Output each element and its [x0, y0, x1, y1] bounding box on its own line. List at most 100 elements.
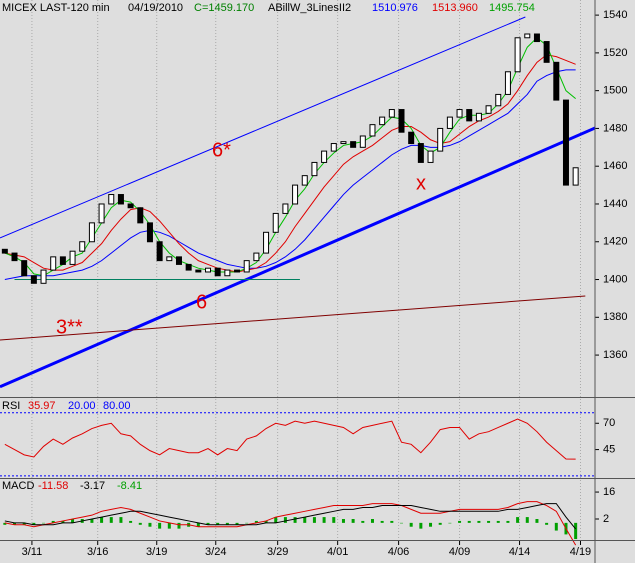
- candle: [562, 99, 569, 186]
- candle: [543, 41, 550, 63]
- histogram-bar: [177, 522, 181, 529]
- candle: [156, 241, 163, 262]
- x-tick-label: 3/16: [87, 546, 108, 558]
- candle: [388, 109, 395, 118]
- candle: [30, 275, 37, 284]
- candle: [495, 93, 502, 107]
- x-tick-label: 4/01: [327, 546, 348, 558]
- candle: [359, 135, 366, 148]
- histogram-bar: [109, 517, 113, 523]
- histogram-bar: [341, 519, 345, 523]
- annotation: 6: [196, 291, 207, 313]
- y-tick-label: 45: [603, 443, 615, 455]
- candle: [282, 203, 289, 214]
- histogram-bar: [312, 517, 316, 523]
- candle: [466, 109, 473, 122]
- candle: [446, 116, 453, 129]
- candle: [175, 256, 182, 265]
- candle: [408, 131, 415, 145]
- histogram-bar: [90, 519, 94, 523]
- candle: [88, 222, 95, 243]
- y-tick-label: 1480: [603, 122, 627, 134]
- candle: [40, 269, 47, 284]
- candle: [137, 207, 144, 224]
- x-tick-label: 4/14: [509, 546, 530, 558]
- histogram-bar: [51, 520, 55, 523]
- level-label: 80.00: [103, 400, 131, 412]
- legend-value: -11.58: [38, 480, 68, 492]
- series-line: [4, 501, 577, 546]
- series-line: [4, 69, 576, 281]
- histogram-bar: [3, 522, 7, 525]
- histogram-bar: [13, 522, 17, 525]
- candle: [127, 203, 134, 209]
- candle: [301, 175, 308, 186]
- legend-value: 35.97: [28, 400, 56, 412]
- histogram-bar: [61, 520, 65, 523]
- marks: 3/11 3/16 3/19 3/24 3/29 4/01 4/06 4/09 4/14 4/19…: [0, 0, 627, 558]
- histogram-bar: [458, 520, 462, 523]
- candle: [417, 143, 424, 163]
- x-tick-label: 4/09: [449, 546, 470, 558]
- candle: [195, 269, 202, 273]
- candle: [456, 109, 463, 118]
- y-tick-label: 1500: [603, 85, 627, 97]
- histogram-bar: [119, 517, 123, 523]
- candle: [263, 231, 270, 254]
- chart-title: MICEX LAST-120 min: [2, 2, 110, 14]
- indicator: ABillW_3LinesII2: [268, 2, 351, 14]
- histogram-bar: [303, 517, 307, 523]
- series-line: [4, 503, 577, 530]
- histogram-bar: [506, 520, 510, 523]
- candle: [59, 256, 66, 265]
- candle: [117, 194, 124, 205]
- histogram-bar: [438, 522, 442, 525]
- candle: [350, 141, 357, 148]
- candle: [185, 263, 192, 271]
- y-tick-label: 1400: [603, 273, 627, 285]
- annotation: x: [416, 172, 426, 194]
- candle: [166, 256, 173, 262]
- y-tick-label: 1360: [603, 349, 627, 361]
- candle: [321, 150, 328, 163]
- y-tick-label: 2: [603, 513, 609, 525]
- trendline: [0, 295, 586, 341]
- candle: [108, 194, 115, 205]
- candle: [224, 269, 231, 277]
- y-tick-label: 1540: [603, 9, 627, 21]
- series-line: [4, 418, 576, 460]
- histogram-bar: [535, 519, 539, 523]
- histogram-bar: [158, 522, 162, 529]
- histogram-bar: [138, 522, 142, 525]
- histogram-bar: [235, 522, 239, 525]
- histogram-bar: [516, 517, 520, 523]
- histogram-bar: [361, 520, 365, 523]
- candle: [437, 127, 444, 152]
- candle: [330, 143, 337, 152]
- histogram-bar: [351, 519, 355, 523]
- y-tick-label: 1380: [603, 311, 627, 323]
- level-label: 20.00: [68, 400, 96, 412]
- histogram-bar: [32, 522, 36, 525]
- histogram-bar: [22, 522, 26, 525]
- candle: [398, 109, 405, 133]
- histogram-bar: [419, 522, 423, 529]
- candle: [243, 260, 250, 273]
- histogram-bar: [254, 520, 258, 523]
- histogram-bar: [264, 520, 268, 523]
- x-tick-label: 3/24: [205, 546, 226, 558]
- histogram-bar: [196, 522, 200, 527]
- histogram-bar: [129, 520, 133, 523]
- candle: [292, 184, 299, 205]
- histogram-bar: [525, 517, 529, 523]
- candle: [214, 267, 221, 277]
- histogram-bar: [390, 520, 394, 523]
- legend-value: -8.41: [117, 480, 142, 492]
- histogram-bar: [545, 522, 549, 525]
- candle: [98, 203, 105, 224]
- histogram-bar: [332, 517, 336, 523]
